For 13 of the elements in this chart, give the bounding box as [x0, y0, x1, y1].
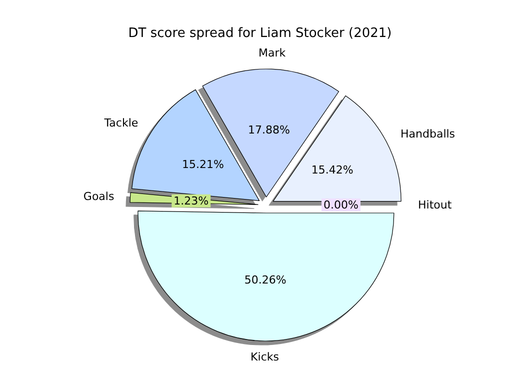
data-label: 15.21% — [182, 158, 224, 171]
slice-label: Handballs — [400, 128, 456, 141]
text: 0.00% — [324, 198, 358, 212]
slice-label: Kicks — [250, 350, 280, 364]
slice-label: Tackle — [103, 116, 138, 130]
data-label: 17.88% — [248, 124, 290, 137]
data-label: 50.26% — [244, 273, 286, 286]
data-label: 15.42% — [311, 164, 354, 177]
chart-title: DT score spread for Liam Stocker (2021) — [128, 26, 392, 41]
category-label: Hitout — [418, 198, 452, 212]
slice-label: Mark — [258, 46, 286, 60]
data-label: 1.23% — [174, 194, 209, 208]
slice-label: Goals — [83, 190, 114, 204]
